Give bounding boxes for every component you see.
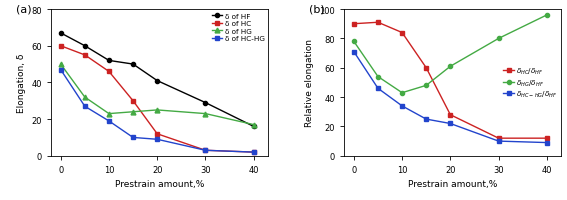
δ of HC bbox=[250, 151, 257, 154]
Line: δ of HG: δ of HG bbox=[58, 62, 256, 127]
δ of HC bbox=[57, 45, 64, 48]
δ of HF bbox=[105, 60, 112, 62]
δ of HG bbox=[130, 111, 137, 113]
Line: δ of HC: δ of HC bbox=[58, 44, 256, 154]
Text: (a): (a) bbox=[16, 4, 32, 14]
δ of HG bbox=[105, 113, 112, 115]
δ of HG bbox=[57, 64, 64, 66]
δ of HF bbox=[82, 45, 88, 48]
δ of HC bbox=[82, 54, 88, 57]
δ of HC bbox=[202, 149, 209, 152]
δ of HC bbox=[154, 133, 160, 135]
δ of HF bbox=[154, 80, 160, 82]
X-axis label: Prestrain amount,%: Prestrain amount,% bbox=[115, 179, 204, 188]
Y-axis label: Elongation, δ: Elongation, δ bbox=[17, 53, 26, 113]
Text: (b): (b) bbox=[310, 4, 325, 14]
δ of HG bbox=[202, 113, 209, 115]
δ of HC-HG bbox=[202, 149, 209, 152]
Y-axis label: Relative elongation: Relative elongation bbox=[305, 39, 314, 127]
Line: δ of HC-HG: δ of HC-HG bbox=[58, 68, 256, 154]
δ of HF bbox=[130, 64, 137, 66]
δ of HC bbox=[105, 71, 112, 73]
X-axis label: Prestrain amount,%: Prestrain amount,% bbox=[408, 179, 497, 188]
δ of HG bbox=[82, 96, 88, 99]
δ of HC-HG bbox=[105, 120, 112, 123]
Legend: δ of HF, δ of HC, δ of HG, δ of HC-HG: δ of HF, δ of HC, δ of HG, δ of HC-HG bbox=[210, 12, 266, 43]
δ of HC-HG bbox=[130, 137, 137, 139]
δ of HC bbox=[130, 100, 137, 102]
δ of HC-HG bbox=[82, 106, 88, 108]
δ of HC-HG bbox=[57, 69, 64, 71]
δ of HF bbox=[57, 33, 64, 35]
Line: δ of HF: δ of HF bbox=[58, 32, 256, 129]
δ of HC-HG bbox=[250, 151, 257, 154]
δ of HF bbox=[202, 102, 209, 104]
δ of HC-HG bbox=[154, 138, 160, 141]
Legend: $\delta_{HC}/\delta_{HF}$, $\delta_{HG}/\delta_{HF}$, $\delta_{HC-HG}/\delta_{HF: $\delta_{HC}/\delta_{HF}$, $\delta_{HG}/… bbox=[502, 65, 559, 101]
δ of HF bbox=[250, 126, 257, 128]
δ of HG bbox=[250, 124, 257, 126]
δ of HG bbox=[154, 109, 160, 112]
